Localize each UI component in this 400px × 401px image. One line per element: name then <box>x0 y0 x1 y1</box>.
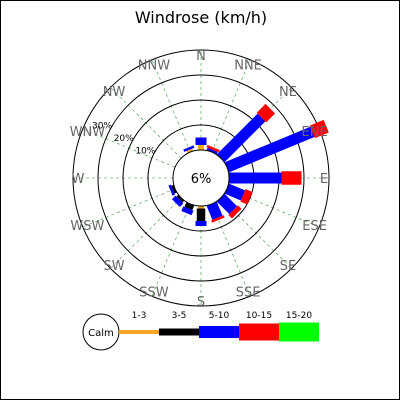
ring-label-20: 20% <box>114 134 134 144</box>
bar-n-1-3 <box>198 145 204 150</box>
bar-nne-10-15 <box>206 144 220 153</box>
bar-nne-5-10 <box>206 147 218 155</box>
bar-segment <box>256 103 276 123</box>
bar-nnw-5-10 <box>183 145 195 152</box>
direction-label-n: N <box>196 49 206 64</box>
bar-segment <box>181 206 194 216</box>
calm-center: 6% <box>172 149 230 207</box>
bar-segment <box>229 172 282 184</box>
bar-segment <box>224 183 246 201</box>
bar-segment <box>172 195 184 207</box>
ring-labels: 10%20%30% <box>92 122 156 157</box>
direction-label-nne: NNE <box>234 58 262 73</box>
bar-segment <box>228 205 242 219</box>
direction-label-sw: SW <box>103 259 124 274</box>
bar-segment <box>183 145 195 152</box>
bar-e-10-15 <box>281 171 302 185</box>
bar-segment <box>184 202 195 211</box>
direction-label-nw: NW <box>103 85 126 100</box>
bar-se-5-10 <box>216 193 238 215</box>
bar-e-5-10 <box>229 172 282 184</box>
bar-ese-5-10 <box>224 183 246 201</box>
bar-se-10-15 <box>228 205 242 219</box>
bar-segment <box>206 144 220 153</box>
bar-wsw-5-10 <box>168 184 175 196</box>
bar-ene-10-15 <box>309 119 329 139</box>
bar-sw-3-5 <box>176 194 185 203</box>
direction-label-e: E <box>320 172 328 187</box>
bar-ene-5-10 <box>224 126 315 173</box>
legend-label-15-20: 15-20 <box>286 311 312 321</box>
bar-sse-10-15 <box>211 215 225 223</box>
ring-40 <box>72 49 330 307</box>
bar-segment <box>216 113 266 163</box>
direction-label-ne: NE <box>279 85 297 100</box>
legend-label-1-3: 1-3 <box>132 311 147 321</box>
direction-label-s: S <box>197 295 205 310</box>
direction-labels: N NNE NE ENE E ESE SE SSE S SSW SW WSW W WNW NW NNW <box>70 49 328 310</box>
windrose-bars <box>168 103 329 226</box>
bar-s-3-5 <box>196 208 206 221</box>
direction-label-se: SE <box>280 259 296 274</box>
legend-label-3-5: 3-5 <box>172 311 187 321</box>
bar-s-5-10 <box>195 221 207 226</box>
legend-swatch-5-10 <box>199 326 239 338</box>
bar-segment <box>198 145 204 150</box>
bar-ne-5-10 <box>216 113 266 163</box>
bar-n-5-10 <box>195 137 207 145</box>
bar-segment <box>224 126 315 173</box>
legend-calm-label: Calm <box>88 328 114 339</box>
bar-segment <box>168 184 175 196</box>
legend-swatch-3-5 <box>159 328 199 336</box>
bar-segment <box>196 208 206 221</box>
ring-label-10: 10% <box>135 147 155 157</box>
legend-swatch-1-3 <box>119 330 159 334</box>
direction-label-nnw: NNW <box>138 58 170 73</box>
bar-ssw-5-10 <box>181 206 194 216</box>
bar-segment <box>240 189 253 205</box>
legend: Calm 1-3 3-5 5-10 10-15 15-20 <box>82 311 319 351</box>
bar-segment <box>216 193 238 215</box>
bar-segment <box>176 194 185 203</box>
legend-swatch-15-20 <box>279 322 319 342</box>
calm-circle <box>172 149 230 207</box>
bar-segment <box>211 215 225 223</box>
bar-ese-10-15 <box>240 189 253 205</box>
bar-segment <box>198 206 204 209</box>
direction-label-ssw: SSW <box>139 286 169 301</box>
direction-label-ese: ESE <box>302 219 327 234</box>
direction-label-wnw: WNW <box>70 125 106 140</box>
bar-segment <box>171 184 177 194</box>
bar-ssw-3-5 <box>184 202 195 211</box>
chart-title: Windrose (km/h) <box>135 8 267 27</box>
legend-swatch-10-15 <box>239 323 279 341</box>
direction-label-wsw: WSW <box>70 219 104 234</box>
legend-label-5-10: 5-10 <box>209 311 230 321</box>
bar-segment <box>206 201 223 220</box>
bar-s-1-3 <box>198 206 204 209</box>
direction-label-w: W <box>72 172 85 187</box>
bar-segment <box>309 119 329 139</box>
bar-nnw-1-3 <box>186 148 194 154</box>
legend-label-10-15: 10-15 <box>246 311 272 321</box>
bar-segment <box>206 147 218 155</box>
ring-label-30: 30% <box>92 122 112 132</box>
bar-wsw-3-5 <box>171 184 177 194</box>
bar-ne-10-15 <box>256 103 276 123</box>
bar-segment <box>195 137 207 145</box>
direction-label-sse: SSE <box>236 286 261 301</box>
bar-sw-5-10 <box>172 195 184 207</box>
bar-segment <box>281 171 302 185</box>
bar-segment <box>186 148 194 154</box>
direction-label-ene: ENE <box>302 125 328 140</box>
bar-segment <box>195 221 207 226</box>
ring-30 <box>97 74 305 282</box>
calm-percent: 6% <box>191 172 212 187</box>
bar-sse-5-10 <box>206 201 223 220</box>
